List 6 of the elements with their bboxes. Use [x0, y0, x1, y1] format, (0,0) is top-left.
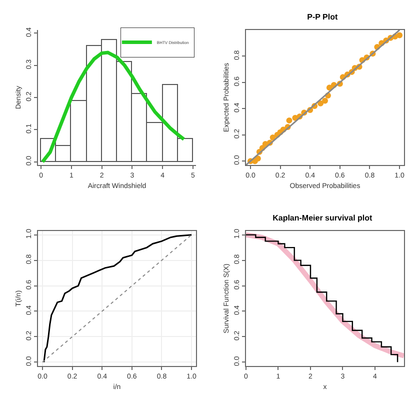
chart-title: P-P Plot	[307, 12, 338, 22]
point	[254, 155, 261, 162]
point	[396, 32, 403, 38]
point	[286, 117, 292, 124]
chart-title: Kaplan-Meier survival plot	[272, 214, 373, 223]
point	[322, 98, 328, 104]
